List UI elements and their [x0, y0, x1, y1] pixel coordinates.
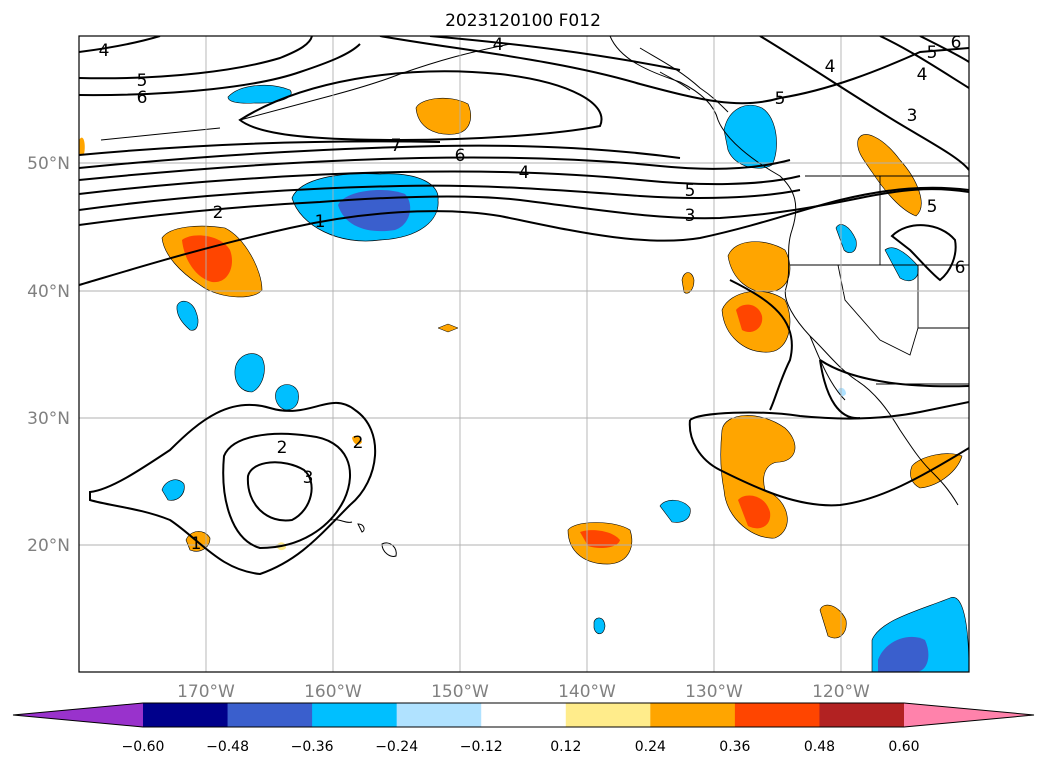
lon-label: 150°W	[431, 682, 489, 702]
colorbar-swatch	[312, 703, 398, 727]
lon-label: 140°W	[558, 682, 616, 702]
contour-label: 2	[277, 438, 288, 458]
contour-label: 6	[455, 146, 466, 166]
contour-label: 5	[137, 71, 148, 91]
positive-anomaly-shading	[79, 97, 963, 639]
contour-label: 4	[519, 163, 530, 183]
contour-label: 2	[353, 433, 364, 453]
colorbar-tick-label: −0.24	[375, 739, 418, 755]
colorbar-tick-label: 0.12	[550, 739, 581, 755]
colorbar-swatch	[565, 703, 651, 727]
colorbar-swatch	[819, 703, 905, 727]
contour-label: 1	[191, 534, 202, 554]
lat-label: 40°N	[27, 282, 70, 302]
lat-label: 20°N	[27, 536, 70, 556]
latitude-labels: 50°N 40°N 30°N 20°N	[27, 154, 70, 556]
contour-label: 2	[213, 203, 224, 223]
map-area: 4 5 6 4 7 6 4 5 3 2 1 4 5 4 3 5 6 5 2 3 …	[79, 33, 969, 672]
colorbar-outline	[12, 702, 1035, 728]
contour-label: 3	[685, 206, 696, 226]
colorbar-swatch	[396, 703, 482, 727]
colorbar-tick-label: −0.12	[460, 739, 503, 755]
contour-label: 5	[927, 197, 938, 217]
figure-title: 2023120100 F012	[445, 11, 601, 31]
contour-label: 7	[391, 136, 402, 156]
lon-label: 130°W	[685, 682, 743, 702]
colorbar-tick-label: −0.48	[206, 739, 249, 755]
contour-label: 4	[825, 57, 836, 77]
colorbar-extend-low	[13, 703, 143, 727]
contour-label: 3	[907, 106, 918, 126]
lon-label: 170°W	[177, 682, 235, 702]
longitude-labels: 170°W 160°W 150°W 140°W 130°W 120°W	[177, 682, 870, 702]
colorbar-tick-label: 0.60	[888, 739, 919, 755]
political-borders	[790, 175, 969, 385]
colorbar: −0.60 −0.48 −0.36 −0.24 −0.12 0.12 0.24 0.36 0.4…	[12, 702, 1035, 755]
colorbar-swatch	[143, 703, 229, 727]
lon-label: 160°W	[304, 682, 362, 702]
contour-label: 4	[99, 41, 110, 61]
contour-label-group: 4 5 6 4 7 6 4 5 3 2 1 4 5 4 3 5 6 5 2 3 …	[99, 33, 966, 554]
contour-label: 4	[493, 35, 504, 55]
lat-label: 30°N	[27, 409, 70, 429]
negative-anomaly-shading	[161, 85, 969, 672]
colorbar-swatch	[481, 703, 567, 727]
contour-label: 5	[775, 89, 786, 109]
contour-lines	[79, 36, 969, 576]
colorbar-tick-label: 0.24	[635, 739, 666, 755]
contour-label: 3	[303, 468, 314, 488]
colorbar-extend-high	[904, 703, 1034, 727]
contour-label: 5	[685, 181, 696, 201]
colorbar-swatch	[227, 703, 313, 727]
colorbar-tick-label: 0.36	[719, 739, 750, 755]
contour-label: 5	[927, 43, 938, 63]
contour-label: 1	[315, 212, 326, 232]
map-frame	[78, 35, 970, 673]
contour-label: 6	[955, 258, 966, 278]
contour-label: 6	[951, 33, 962, 53]
colorbar-tick-label: 0.48	[804, 739, 835, 755]
contour-label: 6	[137, 88, 148, 108]
colorbar-swatch	[650, 703, 736, 727]
lon-label: 120°W	[812, 682, 870, 702]
contour-label: 4	[917, 65, 928, 85]
colorbar-tick-label: −0.36	[291, 739, 334, 755]
lat-label: 50°N	[27, 154, 70, 174]
colorbar-tick-label: −0.60	[122, 739, 165, 755]
colorbar-swatch	[734, 703, 820, 727]
